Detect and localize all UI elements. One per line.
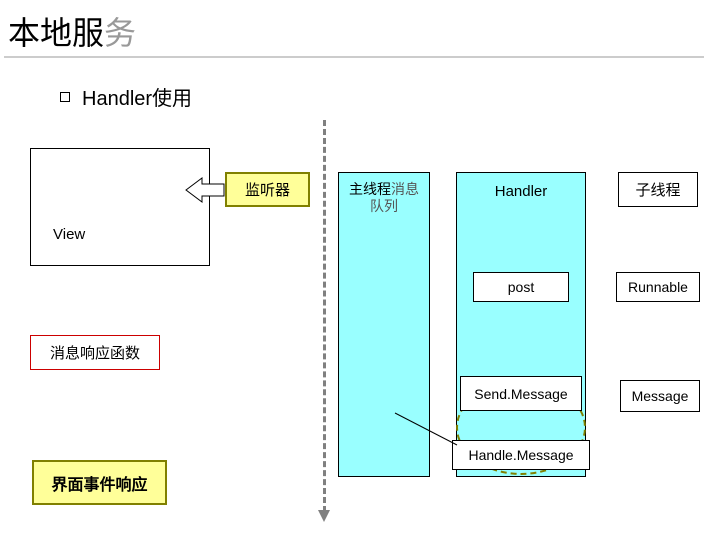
msg-queue-box: 主线程消息队列	[338, 172, 430, 477]
ui-response-box: 界面事件响应	[32, 460, 167, 505]
ui-response-label: 界面事件响应	[51, 471, 147, 495]
runnable-box: Runnable	[616, 272, 700, 302]
handler-label: Handler	[495, 183, 548, 200]
view-label: View	[53, 226, 85, 243]
divider-dashed	[323, 120, 326, 512]
callback-label: 消息响应函数	[50, 342, 140, 363]
child-thread-box: 子线程	[618, 172, 698, 207]
send-message-box: Send.Message	[460, 376, 582, 411]
callback-box: 消息响应函数	[30, 335, 160, 370]
listener-box: 监听器	[225, 172, 310, 207]
msg-queue-label: 主线程消息队列	[349, 181, 419, 215]
runnable-label: Runnable	[628, 279, 688, 295]
title-underline	[4, 56, 704, 58]
title-part-black: 本地服	[8, 15, 104, 51]
message-label: Message	[632, 388, 689, 404]
handle-message-label: Handle.Message	[468, 447, 573, 463]
message-box: Message	[620, 380, 700, 412]
bullet-square-icon	[60, 92, 70, 102]
title-part-gray: 务	[104, 15, 136, 51]
listener-label: 监听器	[245, 179, 290, 200]
page-title: 本地服务	[8, 8, 136, 54]
post-label: post	[508, 279, 534, 295]
child-thread-label: 子线程	[635, 179, 680, 200]
post-box: post	[473, 272, 569, 302]
view-box: View	[30, 148, 210, 266]
bullet-text: Handler使用	[82, 82, 192, 111]
send-message-label: Send.Message	[474, 386, 567, 402]
divider-arrow-icon	[318, 510, 330, 522]
handle-message-box: Handle.Message	[452, 440, 590, 470]
